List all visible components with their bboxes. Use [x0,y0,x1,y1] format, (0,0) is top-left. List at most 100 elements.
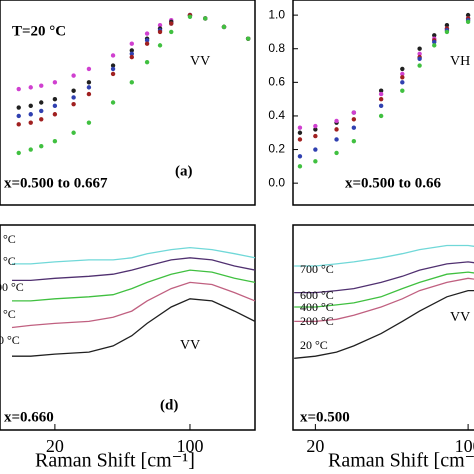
point [16,150,21,156]
annotation: x=0.500 to 0.667 [4,175,108,191]
point [334,127,339,132]
point [71,130,76,135]
point [71,73,76,78]
point [39,100,44,105]
point [28,103,33,109]
point [351,138,357,144]
point [28,112,33,117]
panel-frame [292,0,474,206]
x-tick-label: 20 [306,436,324,456]
line [294,277,474,323]
point [71,95,76,100]
point [86,66,92,72]
point [203,16,208,21]
point [129,80,134,85]
point [129,48,134,53]
annotation: T=20 °C [12,23,66,39]
point [52,80,58,85]
point [334,150,339,156]
series-label: 600 °C [300,288,334,302]
point [110,71,116,77]
series-label: 700 °C [0,232,16,246]
panel-frame [0,0,256,206]
series-label: 200 °C [300,314,334,328]
point [378,96,384,102]
annotation: VH [450,54,470,69]
point [417,46,422,51]
line [12,246,256,265]
point [16,105,21,110]
point [71,88,76,93]
point [297,164,303,169]
point [39,143,44,149]
point [400,66,405,72]
point [157,43,163,48]
point [144,59,150,65]
point [52,96,58,102]
point [16,86,21,92]
series-label: 200 °C [0,307,16,321]
annotation: VV [450,310,470,325]
y-tick-label: 0.8 [268,41,285,55]
x-axis-label: Raman Shift [cm⁻¹] [328,450,474,472]
point [313,159,318,164]
point [16,113,21,119]
point [110,63,116,68]
point [400,80,405,85]
point [351,117,357,122]
point [86,85,92,90]
point [297,125,303,130]
point [297,154,303,159]
x-axis-label: Raman Shift [cm⁻¹] [35,450,195,472]
annotation: VV [180,338,200,353]
series-label: 20 °C [0,333,20,347]
point [144,38,150,43]
line [12,269,256,302]
y-tick-label: 1.0 [268,7,285,21]
point [334,118,339,124]
point [400,71,405,77]
point [28,85,33,90]
point [465,19,471,25]
line [12,298,256,357]
point [221,24,227,30]
y-tick-label: 0.4 [268,108,285,122]
point [28,147,33,152]
point [169,21,174,26]
annotation: x=0.660 [4,409,54,425]
point [378,91,384,97]
point [144,31,150,36]
line [294,261,474,294]
point [157,23,163,28]
annotation: (a) [175,163,193,179]
point [39,108,44,114]
annotation: (d) [160,397,178,413]
point [52,138,58,144]
point [465,12,471,18]
annotation: x=0.500 to 0.66 [345,175,442,191]
point [432,39,437,45]
line [294,271,474,308]
point [351,110,357,115]
y-tick-label: 0.2 [268,142,285,156]
point [378,113,384,119]
point [313,123,318,129]
point [297,130,303,135]
point [245,36,251,41]
point [71,101,76,107]
panel-frame [0,224,256,431]
series-label: 600 °C [0,254,16,268]
point [110,100,116,105]
point [28,120,33,125]
point [313,133,318,139]
point [52,103,58,109]
point [417,63,422,68]
point [39,117,44,122]
line [294,244,474,267]
point [313,147,318,152]
point [297,137,303,142]
point [432,43,437,48]
point [444,29,450,35]
point [432,33,437,38]
